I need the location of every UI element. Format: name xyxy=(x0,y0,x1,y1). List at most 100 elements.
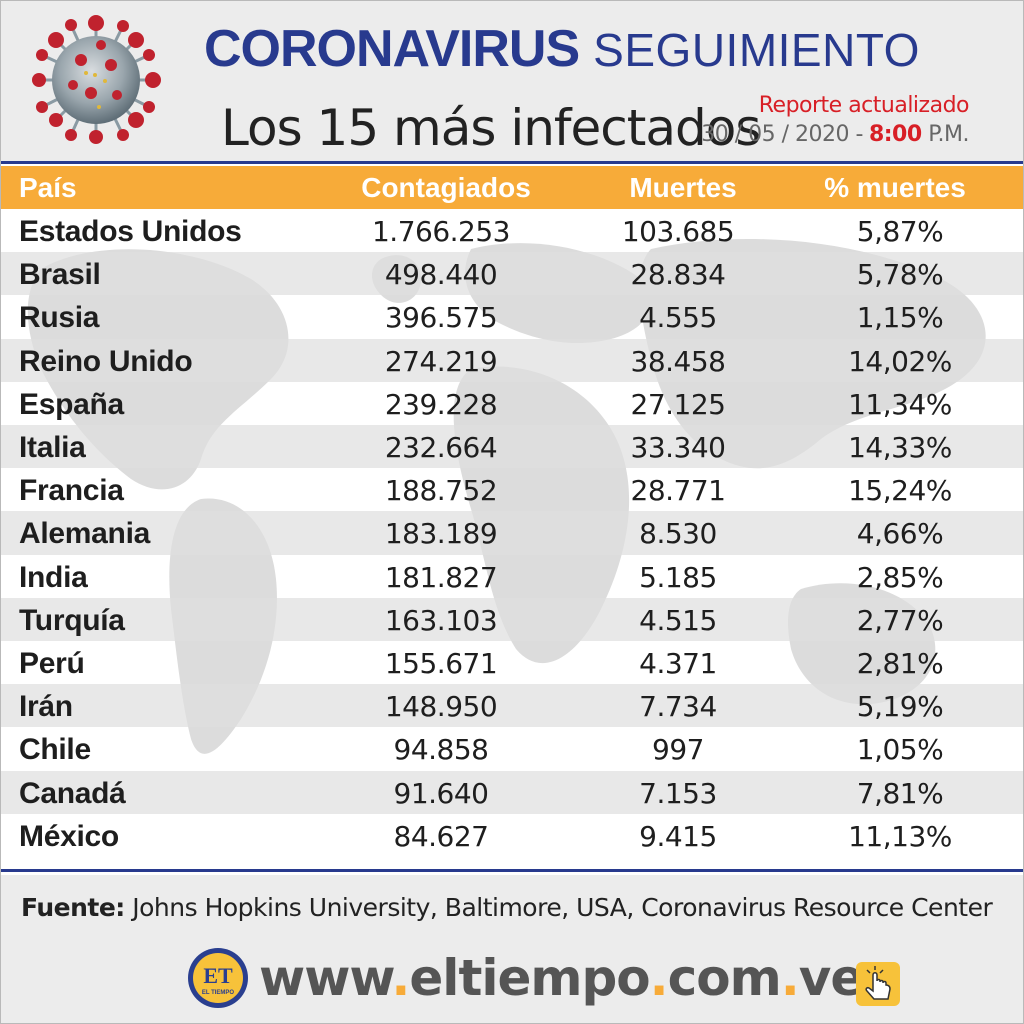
cell-country: México xyxy=(19,819,119,853)
title-main: CORONAVIRUS xyxy=(204,20,580,78)
cell-country: Italia xyxy=(19,431,86,464)
table-row: Brasil 498.440 28.834 5,78% xyxy=(1,252,1023,296)
cell-country: Rusia xyxy=(19,301,100,335)
url-www: www xyxy=(259,949,392,1007)
divider-top xyxy=(1,161,1023,164)
source-credit: Fuente: Johns Hopkins University, Baltim… xyxy=(21,893,993,922)
url-ve: ve xyxy=(798,949,865,1007)
report-info: Reporte actualizado 30 / 05 / 2020 -8:00… xyxy=(701,93,969,147)
table-row: Irán 148.950 7.734 5,19% xyxy=(1,684,1023,728)
cell-country: Brasil xyxy=(19,258,101,292)
table-row: México 84.627 9.415 11,13% xyxy=(1,814,1023,857)
table-row: Alemania 183.189 8.530 4,66% xyxy=(1,511,1023,555)
cell-deaths: 5.185 xyxy=(639,560,717,594)
cell-cases: 1.766.253 xyxy=(371,215,511,248)
cell-death-rate: 5,19% xyxy=(856,690,944,724)
cell-country: Estados Unidos xyxy=(19,215,242,248)
url-name: eltiempo xyxy=(409,949,650,1007)
table-body: Estados Unidos 1.766.253 103.685 5,87% Brasi… xyxy=(1,209,1023,857)
cell-deaths: 27.125 xyxy=(630,387,726,421)
cell-deaths: 997 xyxy=(652,733,704,767)
cell-deaths: 33.340 xyxy=(630,431,726,464)
source-text: Johns Hopkins University, Baltimore, USA… xyxy=(132,893,993,922)
cell-country: Francia xyxy=(19,474,124,508)
divider-bottom xyxy=(1,869,1023,872)
cell-deaths: 7.153 xyxy=(639,776,717,810)
cell-death-rate: 11,34% xyxy=(848,387,952,421)
cell-deaths: 28.771 xyxy=(630,474,726,508)
cell-death-rate: 1,05% xyxy=(856,733,944,767)
report-ampm: P.M. xyxy=(928,122,969,147)
cell-country: Turquía xyxy=(19,603,125,637)
cell-cases: 91.640 xyxy=(393,776,489,810)
table-row: Perú 155.671 4.371 2,81% xyxy=(1,641,1023,684)
table-row: Canadá 91.640 7.153 7,81% xyxy=(1,770,1023,814)
cell-deaths: 8.530 xyxy=(639,517,717,551)
cell-country: India xyxy=(19,560,88,594)
eltiempo-logo-icon: ET EL TIEMPO xyxy=(188,948,248,1008)
cell-cases: 163.103 xyxy=(384,603,498,637)
cell-death-rate: 14,02% xyxy=(848,344,952,378)
report-date: 30 / 05 / 2020 - xyxy=(701,122,863,147)
cell-cases: 94.858 xyxy=(393,733,489,767)
cell-deaths: 4.371 xyxy=(639,647,717,680)
table-row: India 181.827 5.185 2,85% xyxy=(1,555,1023,598)
click-hand-icon xyxy=(856,962,900,1006)
title-secondary: SEGUIMIENTO xyxy=(593,24,920,76)
cell-cases: 274.219 xyxy=(384,344,498,378)
website-url[interactable]: www.eltiempo.com.ve xyxy=(259,949,865,1007)
cell-death-rate: 15,24% xyxy=(848,474,952,508)
report-time: 8:00 xyxy=(868,122,922,147)
cell-cases: 148.950 xyxy=(384,690,498,724)
table-row: Italia 232.664 33.340 14,33% xyxy=(1,425,1023,469)
cell-cases: 396.575 xyxy=(384,301,498,335)
table-row: Rusia 396.575 4.555 1,15% xyxy=(1,295,1023,338)
url-dot-3: . xyxy=(780,949,800,1007)
cell-cases: 155.671 xyxy=(384,647,498,680)
table-row: Estados Unidos 1.766.253 103.685 5,87% xyxy=(1,209,1023,252)
report-label: Reporte actualizado xyxy=(758,93,970,118)
cell-death-rate: 1,15% xyxy=(856,301,944,335)
virus-icon xyxy=(32,15,161,144)
cell-deaths: 103.685 xyxy=(621,215,735,248)
cell-death-rate: 7,81% xyxy=(856,776,944,810)
page-subtitle: Los 15 más infectados xyxy=(221,99,761,157)
cell-country: España xyxy=(19,387,124,421)
cell-deaths: 38.458 xyxy=(630,344,726,378)
cell-country: Canadá xyxy=(19,776,126,810)
logo-subtext: EL TIEMPO xyxy=(202,990,235,996)
cell-death-rate: 2,81% xyxy=(856,647,944,680)
column-header-death-rate: % muertes xyxy=(824,172,966,203)
cell-deaths: 7.734 xyxy=(639,690,717,724)
cell-country: Alemania xyxy=(19,517,150,551)
header: CORONAVIRUS SEGUIMIENTO Los 15 más infect… xyxy=(1,1,1023,161)
table-row: Turquía 163.103 4.515 2,77% xyxy=(1,597,1023,641)
url-com: com xyxy=(667,949,782,1007)
cell-cases: 239.228 xyxy=(384,387,498,421)
cell-cases: 183.189 xyxy=(384,517,498,551)
url-dot-1: . xyxy=(391,949,410,1007)
cell-death-rate: 5,78% xyxy=(856,258,944,292)
page-title: CORONAVIRUS SEGUIMIENTO xyxy=(204,19,920,91)
footer: Fuente: Johns Hopkins University, Baltim… xyxy=(1,875,1023,1023)
cell-country: Reino Unido xyxy=(19,344,193,378)
cell-deaths: 28.834 xyxy=(630,258,726,292)
cell-death-rate: 11,13% xyxy=(848,819,952,853)
table-row: España 239.228 27.125 11,34% xyxy=(1,382,1023,425)
cell-deaths: 9.415 xyxy=(639,819,717,853)
cell-death-rate: 14,33% xyxy=(848,431,952,464)
cell-country: Perú xyxy=(19,647,85,680)
cell-cases: 188.752 xyxy=(384,474,498,508)
cell-death-rate: 2,77% xyxy=(856,603,944,637)
cell-cases: 84.627 xyxy=(393,819,489,853)
report-datetime: 30 / 05 / 2020 -8:00 P.M. xyxy=(701,122,969,147)
column-header-cases: Contagiados xyxy=(361,172,531,203)
table-header: País Contagiados Muertes % muertes xyxy=(1,166,1023,209)
logo-text: ET xyxy=(203,963,233,988)
cell-deaths: 4.515 xyxy=(639,603,717,637)
cell-death-rate: 2,85% xyxy=(856,560,944,594)
cell-cases: 498.440 xyxy=(384,258,498,292)
cell-country: Irán xyxy=(19,690,73,724)
cell-deaths: 4.555 xyxy=(639,301,717,335)
